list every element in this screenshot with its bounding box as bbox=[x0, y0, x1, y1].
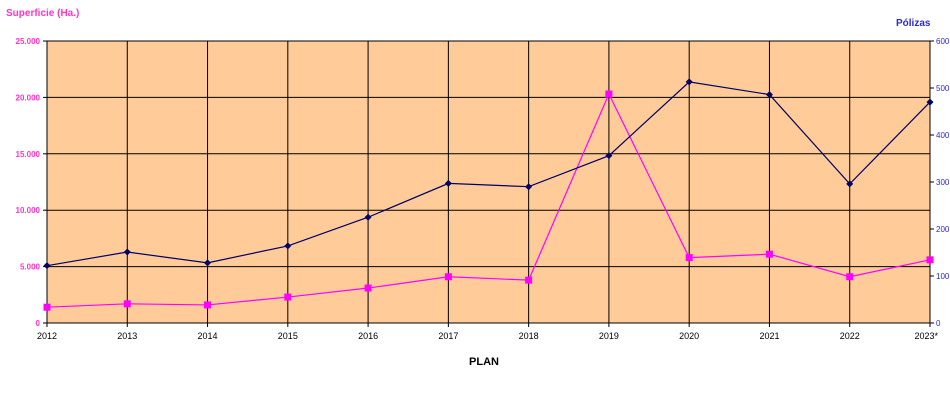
data-point-diamond bbox=[284, 242, 292, 250]
data-point-square bbox=[364, 284, 372, 292]
data-point-diamond bbox=[43, 262, 51, 270]
x-tick-label: 2015 bbox=[278, 331, 298, 341]
data-point-diamond bbox=[685, 78, 693, 86]
left-tick-label: 20.000 bbox=[16, 93, 41, 102]
left-tick-label: 25.000 bbox=[16, 37, 41, 46]
left-tick-label: 5.000 bbox=[20, 263, 41, 272]
left-tick-label: 10.000 bbox=[16, 206, 41, 215]
x-axis-title: PLAN bbox=[469, 356, 499, 368]
right-axis-ticks: 0 100 200 300 400 500 600 bbox=[930, 37, 950, 328]
x-tick-label: 2023* bbox=[914, 331, 938, 341]
x-tick-label: 2017 bbox=[438, 331, 458, 341]
data-point-diamond bbox=[846, 180, 854, 188]
left-axis-title: Superficie (Ha.) bbox=[6, 8, 79, 19]
x-tick-label: 2014 bbox=[198, 331, 218, 341]
data-point-square bbox=[284, 293, 292, 301]
data-point-square bbox=[765, 250, 773, 258]
data-point-diamond bbox=[204, 259, 212, 267]
data-point-square bbox=[444, 273, 452, 281]
series-lines bbox=[46, 81, 931, 308]
series-line-2 bbox=[46, 81, 931, 267]
right-tick-label: 600 bbox=[936, 37, 950, 46]
left-axis-ticks: 0 5.000 10.000 15.000 20.000 25.000 bbox=[16, 37, 47, 328]
data-point-diamond bbox=[605, 152, 613, 160]
data-point-diamond bbox=[364, 213, 372, 221]
data-point-square bbox=[123, 300, 131, 308]
data-point-square bbox=[525, 276, 533, 284]
x-tick-label: 2016 bbox=[358, 331, 378, 341]
right-tick-label: 200 bbox=[936, 225, 950, 234]
data-point-diamond bbox=[926, 98, 934, 106]
data-point-diamond bbox=[525, 183, 533, 191]
x-tick-label: 2022 bbox=[840, 331, 860, 341]
data-point-square bbox=[685, 254, 693, 262]
right-tick-label: 0 bbox=[936, 319, 941, 328]
right-tick-label: 300 bbox=[936, 178, 950, 187]
left-tick-label: 0 bbox=[36, 319, 41, 328]
x-tick-label: 2018 bbox=[519, 331, 539, 341]
right-axis-title: Pólizas bbox=[896, 18, 931, 29]
data-point-diamond bbox=[444, 179, 452, 187]
data-point-diamond bbox=[765, 91, 773, 99]
right-tick-label: 500 bbox=[936, 84, 950, 93]
x-tick-label: 2013 bbox=[117, 331, 137, 341]
x-tick-label: 2021 bbox=[759, 331, 779, 341]
data-point-square bbox=[43, 303, 51, 311]
right-tick-label: 100 bbox=[936, 272, 950, 281]
data-point-diamond bbox=[123, 248, 131, 256]
data-point-square bbox=[605, 90, 613, 98]
data-point-square bbox=[926, 256, 934, 264]
series-line-1 bbox=[46, 92, 931, 308]
series-markers bbox=[43, 78, 934, 311]
left-tick-label: 15.000 bbox=[16, 150, 41, 159]
x-tick-label: 2020 bbox=[679, 331, 699, 341]
data-point-square bbox=[846, 273, 854, 281]
x-axis-ticks: 2012 2013 2014 2015 2016 2017 2018 2019 2020 2021… bbox=[37, 323, 938, 341]
x-tick-label: 2019 bbox=[599, 331, 619, 341]
data-point-square bbox=[204, 301, 212, 309]
x-tick-label: 2012 bbox=[37, 331, 57, 341]
plot-area bbox=[46, 40, 931, 324]
right-tick-label: 400 bbox=[936, 131, 950, 140]
